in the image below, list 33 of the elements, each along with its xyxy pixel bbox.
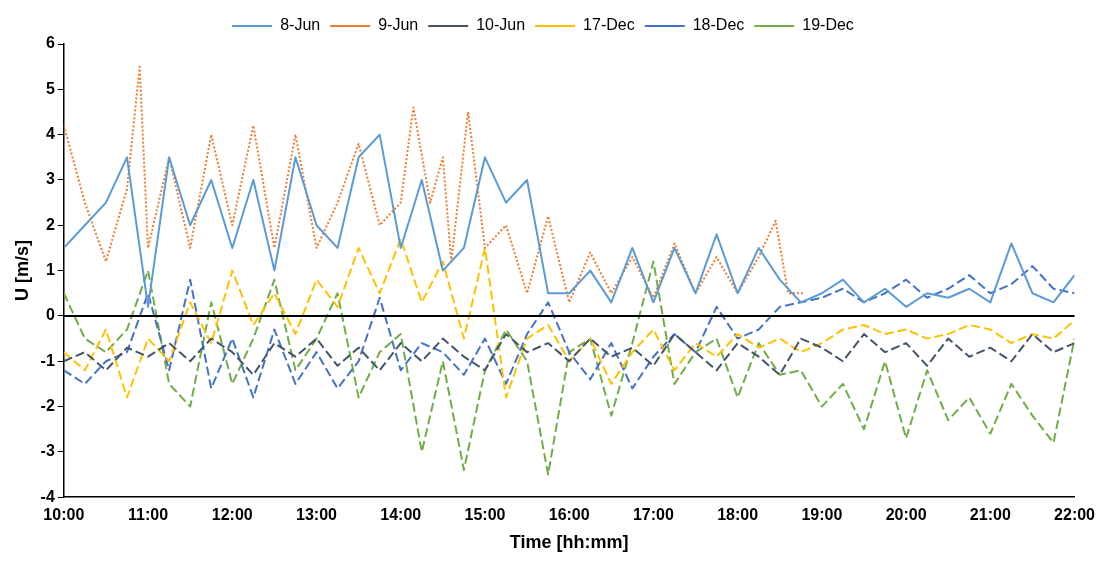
x-tick-label: 21:00 bbox=[969, 506, 1011, 524]
y-tick-label: 4 bbox=[45, 125, 55, 143]
line-series bbox=[63, 333, 1075, 376]
x-tick-label: 17:00 bbox=[632, 506, 674, 524]
y-tick-label: 2 bbox=[45, 215, 55, 233]
legend-label: 8-Jun bbox=[280, 16, 321, 34]
y-tick-label: -2 bbox=[40, 396, 55, 414]
x-tick-label: 14:00 bbox=[380, 506, 422, 524]
y-axis-title: U [m/s] bbox=[11, 240, 32, 302]
x-tick-label: 19:00 bbox=[801, 506, 843, 524]
x-axis-title: Time [hh:mm] bbox=[509, 532, 629, 553]
y-tick-label: 1 bbox=[45, 261, 55, 279]
y-tick-label: 3 bbox=[45, 170, 55, 188]
legend-label: 18-Dec bbox=[692, 16, 745, 34]
legend-label: 17-Dec bbox=[583, 16, 635, 34]
x-tick-label: 15:00 bbox=[464, 506, 506, 524]
x-tick-label: 20:00 bbox=[885, 506, 927, 524]
x-tick-label: 16:00 bbox=[548, 506, 590, 524]
y-tick-label: -4 bbox=[40, 487, 55, 505]
y-tick-label: -1 bbox=[40, 351, 55, 369]
legend-label: 10-Jun bbox=[476, 16, 526, 34]
y-tick-label: 6 bbox=[45, 34, 55, 52]
x-tick-label: 13:00 bbox=[296, 506, 338, 524]
y-tick-label: 5 bbox=[45, 79, 55, 97]
y-tick-label: 0 bbox=[45, 306, 55, 324]
x-tick-label: 22:00 bbox=[1054, 506, 1096, 524]
x-tick-label: 11:00 bbox=[128, 506, 169, 524]
x-tick-label: 18:00 bbox=[717, 506, 759, 524]
legend-label: 19-Dec bbox=[802, 16, 854, 34]
x-tick-label: 12:00 bbox=[211, 506, 253, 524]
legend-label: 9-Jun bbox=[378, 16, 419, 34]
x-tick-label: 10:00 bbox=[43, 506, 85, 524]
y-tick-label: -3 bbox=[40, 442, 55, 460]
